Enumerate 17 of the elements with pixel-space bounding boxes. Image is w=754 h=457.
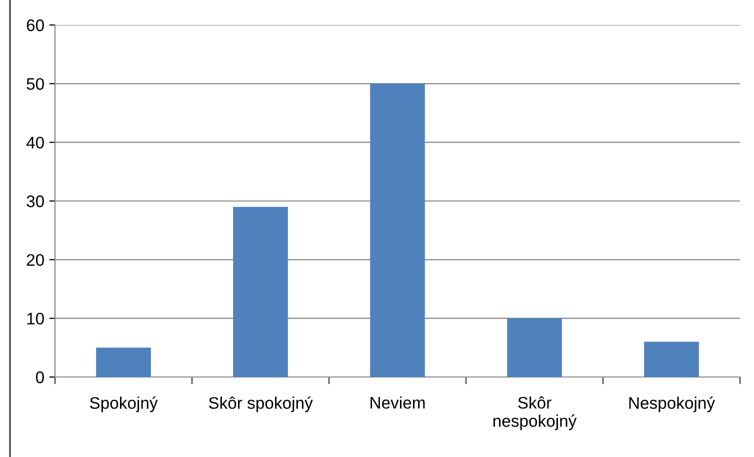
bar (644, 342, 699, 377)
y-tick-label: 60 (26, 19, 44, 32)
x-tick-label: Neviem (370, 396, 425, 409)
bar (507, 318, 562, 377)
bar (96, 348, 151, 377)
x-tick-label: Nespokojný (629, 396, 716, 412)
x-tick-label: Spokojný (90, 396, 158, 412)
x-tick-label: Skôr spokojný (208, 396, 313, 412)
x-tick-label: Skôr nespokojný (493, 396, 577, 430)
y-tick-label: 40 (26, 136, 44, 149)
y-tick-label: 20 (26, 254, 44, 266)
y-tick-label: 30 (26, 195, 44, 208)
bar (370, 84, 425, 377)
bar (233, 206, 288, 377)
y-tick-label: 50 (26, 78, 44, 90)
y-tick-label: 10 (27, 312, 44, 325)
y-tick-label: 0 (36, 371, 44, 384)
